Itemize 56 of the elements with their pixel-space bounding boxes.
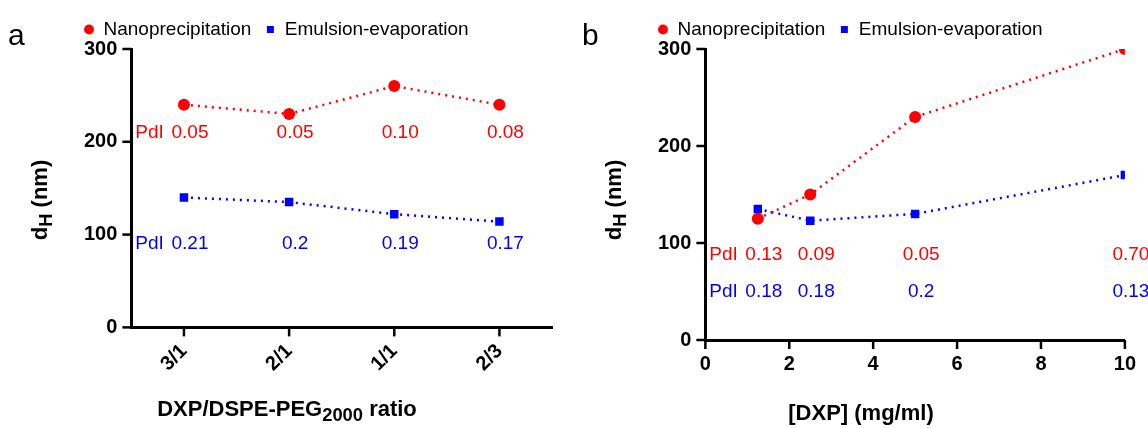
annotation: 0.13 [745,242,783,264]
point [388,80,401,93]
annotation: 0.21 [171,232,209,254]
annotation: PdI [135,120,164,142]
x-tick-label: 1/1 [365,339,401,375]
y-tick-label: 0 [106,314,118,337]
x-tick-label: 10 [1113,351,1136,374]
chart-title: b [582,18,599,52]
x-tick-label: 2/1 [260,339,296,375]
annotation: 0.19 [381,232,419,254]
annotation: 0.05 [276,120,314,142]
legend-label: Emulsion-evaporation [858,17,1043,39]
y-tick-label: 200 [657,133,692,156]
x-tick-label: 4 [867,351,880,374]
annotation: 0.10 [381,120,419,142]
point [495,217,504,226]
x-tick-label: 2 [783,351,795,374]
y-tick-label: 200 [83,129,118,152]
annotation: 0.18 [797,279,835,301]
y-tick-label: 300 [657,36,692,59]
x-tick-label: 0 [699,351,711,374]
point [390,209,399,219]
y-tick-label: 300 [83,36,118,59]
annotation: 0.08 [486,120,524,142]
annotation: 0.18 [745,279,783,301]
x-tick-label: 3/1 [155,339,191,375]
annotation: 0.2 [281,232,309,254]
x-tick-label: 2/3 [470,339,507,375]
x-axis-title: [DXP] (mg/ml) [787,400,935,426]
legend-label: Nanoprecipitation [677,17,826,39]
point [493,98,506,111]
annotation: 0.2 [907,279,935,301]
annotation: PdI [709,279,738,301]
x-axis-title: DXP/DSPE-PEG$_{2000}$ ratio [156,395,418,426]
point [751,212,764,225]
annotation: 0.13 [1112,279,1148,301]
point [909,110,922,123]
point [283,107,296,120]
point [177,98,190,111]
legend-label: Nanoprecipitation [103,17,252,39]
point [179,193,189,202]
annotation: 0.17 [486,232,524,254]
annotation: 0.05 [902,242,940,264]
annotation: PdI [709,242,738,264]
annotation: PdI [135,232,164,254]
annotation: 0.09 [797,242,835,264]
point [806,216,815,225]
x-tick-label: 6 [951,351,963,374]
y-tick-label: 100 [657,230,692,253]
annotation: 0.05 [171,120,209,142]
legend-label: Emulsion-evaporation [284,17,469,39]
annotation: 0.70 [1112,242,1148,264]
point [804,188,817,201]
chart-title: a [8,18,25,52]
y-tick-label: 100 [83,222,118,245]
x-tick-label: 8 [1035,351,1047,374]
